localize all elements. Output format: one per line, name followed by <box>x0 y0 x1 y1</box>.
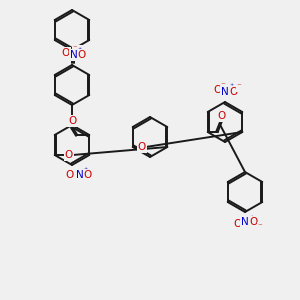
Text: O: O <box>68 116 76 126</box>
Text: O: O <box>84 170 92 180</box>
Text: N: N <box>221 87 229 97</box>
Text: ⁻: ⁻ <box>241 224 245 232</box>
Text: ⁻: ⁻ <box>72 175 76 184</box>
Text: O: O <box>64 150 73 160</box>
Text: O: O <box>250 217 258 227</box>
Text: O: O <box>229 87 237 97</box>
Text: ⁻: ⁻ <box>220 82 225 91</box>
Text: O: O <box>78 50 86 60</box>
Text: O: O <box>62 48 70 58</box>
Text: ⁺: ⁺ <box>78 46 82 55</box>
Text: ⁺: ⁺ <box>229 82 233 91</box>
Text: O: O <box>213 85 221 95</box>
Text: O: O <box>138 142 146 152</box>
Text: N: N <box>70 50 78 60</box>
Text: ⁻: ⁻ <box>237 82 242 91</box>
Text: N: N <box>76 170 84 180</box>
Text: ⁺: ⁺ <box>84 167 88 176</box>
Text: ⁺: ⁺ <box>250 214 254 223</box>
Text: O: O <box>233 219 241 229</box>
Text: N: N <box>241 217 249 227</box>
Text: ⁻: ⁻ <box>73 44 77 53</box>
Text: O: O <box>66 170 74 180</box>
Text: O: O <box>218 111 226 121</box>
Text: ⁻: ⁻ <box>258 223 262 232</box>
